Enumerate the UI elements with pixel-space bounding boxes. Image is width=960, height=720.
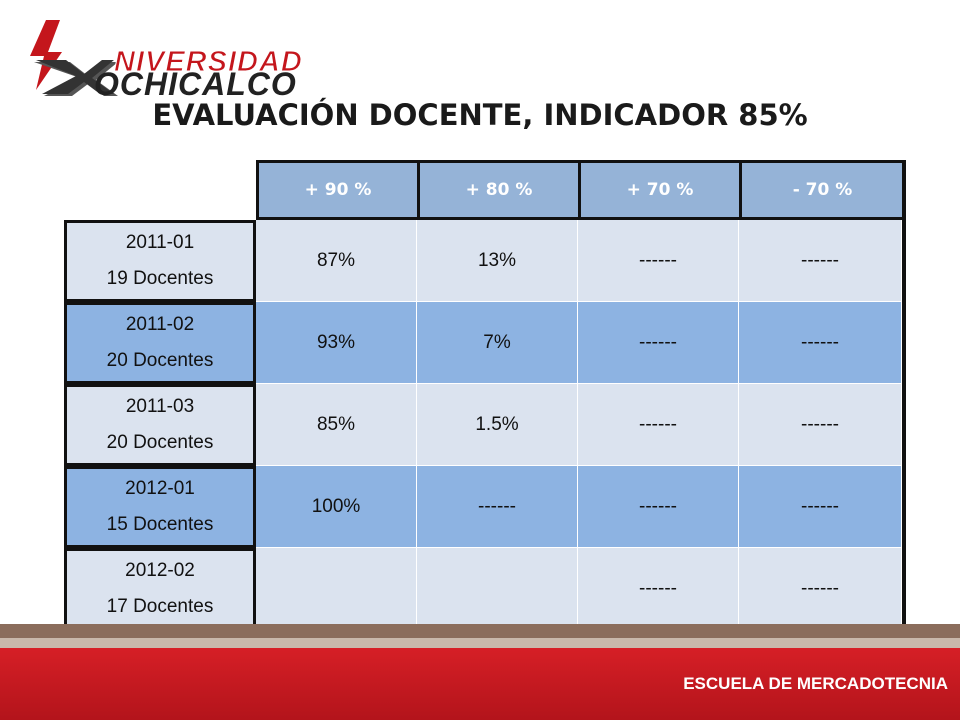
table-cell: ------ [578, 384, 739, 466]
table-row: 2011-01 19 Docentes 87% 13% ------ -----… [64, 220, 906, 302]
xochicalco-logo-icon [30, 20, 118, 96]
table-cell: 93% [256, 302, 417, 384]
evaluation-table: + 90 % + 80 % + 70 % - 70 % 2011-01 19 D… [64, 160, 906, 630]
table-row: 2011-02 20 Docentes 93% 7% ------ ------ [64, 302, 906, 384]
table-cell: ------ [739, 302, 902, 384]
row-header: 2012-01 15 Docentes [64, 466, 256, 548]
table-border-right [902, 160, 906, 630]
table-cell: ------ [578, 220, 739, 302]
page-title: EVALUACIÓN DOCENTE, INDICADOR 85% [152, 98, 808, 132]
logo-text-bottom: OCHICALCO [94, 66, 297, 102]
row-header: 2011-02 20 Docentes [64, 302, 256, 384]
table-cell: ------ [739, 384, 902, 466]
table-row: 2012-02 17 Docentes ------ ------ [64, 548, 906, 630]
table-cell: ------ [739, 548, 902, 630]
row-docentes: 19 Docentes [106, 268, 214, 289]
row-docentes: 20 Docentes [106, 350, 214, 371]
row-header: 2011-03 20 Docentes [64, 384, 256, 466]
table-row: 2012-01 15 Docentes 100% ------ ------ -… [64, 466, 906, 548]
table-cell: ------ [417, 466, 578, 548]
table-cell [256, 548, 417, 630]
header-cell-minus70: - 70 % [739, 160, 906, 220]
table-cell: 13% [417, 220, 578, 302]
table-cell: ------ [739, 220, 902, 302]
table-cell: 85% [256, 384, 417, 466]
footer-band-brown [0, 624, 960, 638]
row-docentes: 17 Docentes [106, 596, 214, 617]
header-cell-80: + 80 % [417, 160, 581, 220]
row-period: 2011-02 [125, 314, 195, 335]
table-cell: ------ [578, 466, 739, 548]
row-docentes: 20 Docentes [106, 432, 214, 453]
row-period: 2012-01 [125, 478, 195, 499]
table-cell: 100% [256, 466, 417, 548]
footer-bar [0, 648, 960, 720]
header-cell-70: + 70 % [578, 160, 742, 220]
table-row: 2011-03 20 Docentes 85% 1.5% ------ ----… [64, 384, 906, 466]
logo-text-top: NIVERSIDAD [114, 46, 303, 79]
table-cell: ------ [578, 302, 739, 384]
table-cell [417, 548, 578, 630]
university-logo: NIVERSIDAD OCHICALCO [18, 16, 302, 102]
table-cell: 87% [256, 220, 417, 302]
table-cell: 1.5% [417, 384, 578, 466]
table-cell: ------ [578, 548, 739, 630]
table-cell: ------ [739, 466, 902, 548]
row-period: 2012-02 [125, 560, 195, 581]
header-cell-90: + 90 % [256, 160, 420, 220]
row-period: 2011-01 [125, 232, 195, 253]
footer-band-light [0, 638, 960, 648]
table-cell: 7% [417, 302, 578, 384]
row-header: 2012-02 17 Docentes [64, 548, 256, 630]
row-docentes: 15 Docentes [106, 514, 214, 535]
footer-label: ESCUELA DE MERCADOTECNIA [683, 674, 948, 693]
row-header: 2011-01 19 Docentes [64, 220, 256, 302]
row-period: 2011-03 [125, 396, 195, 417]
